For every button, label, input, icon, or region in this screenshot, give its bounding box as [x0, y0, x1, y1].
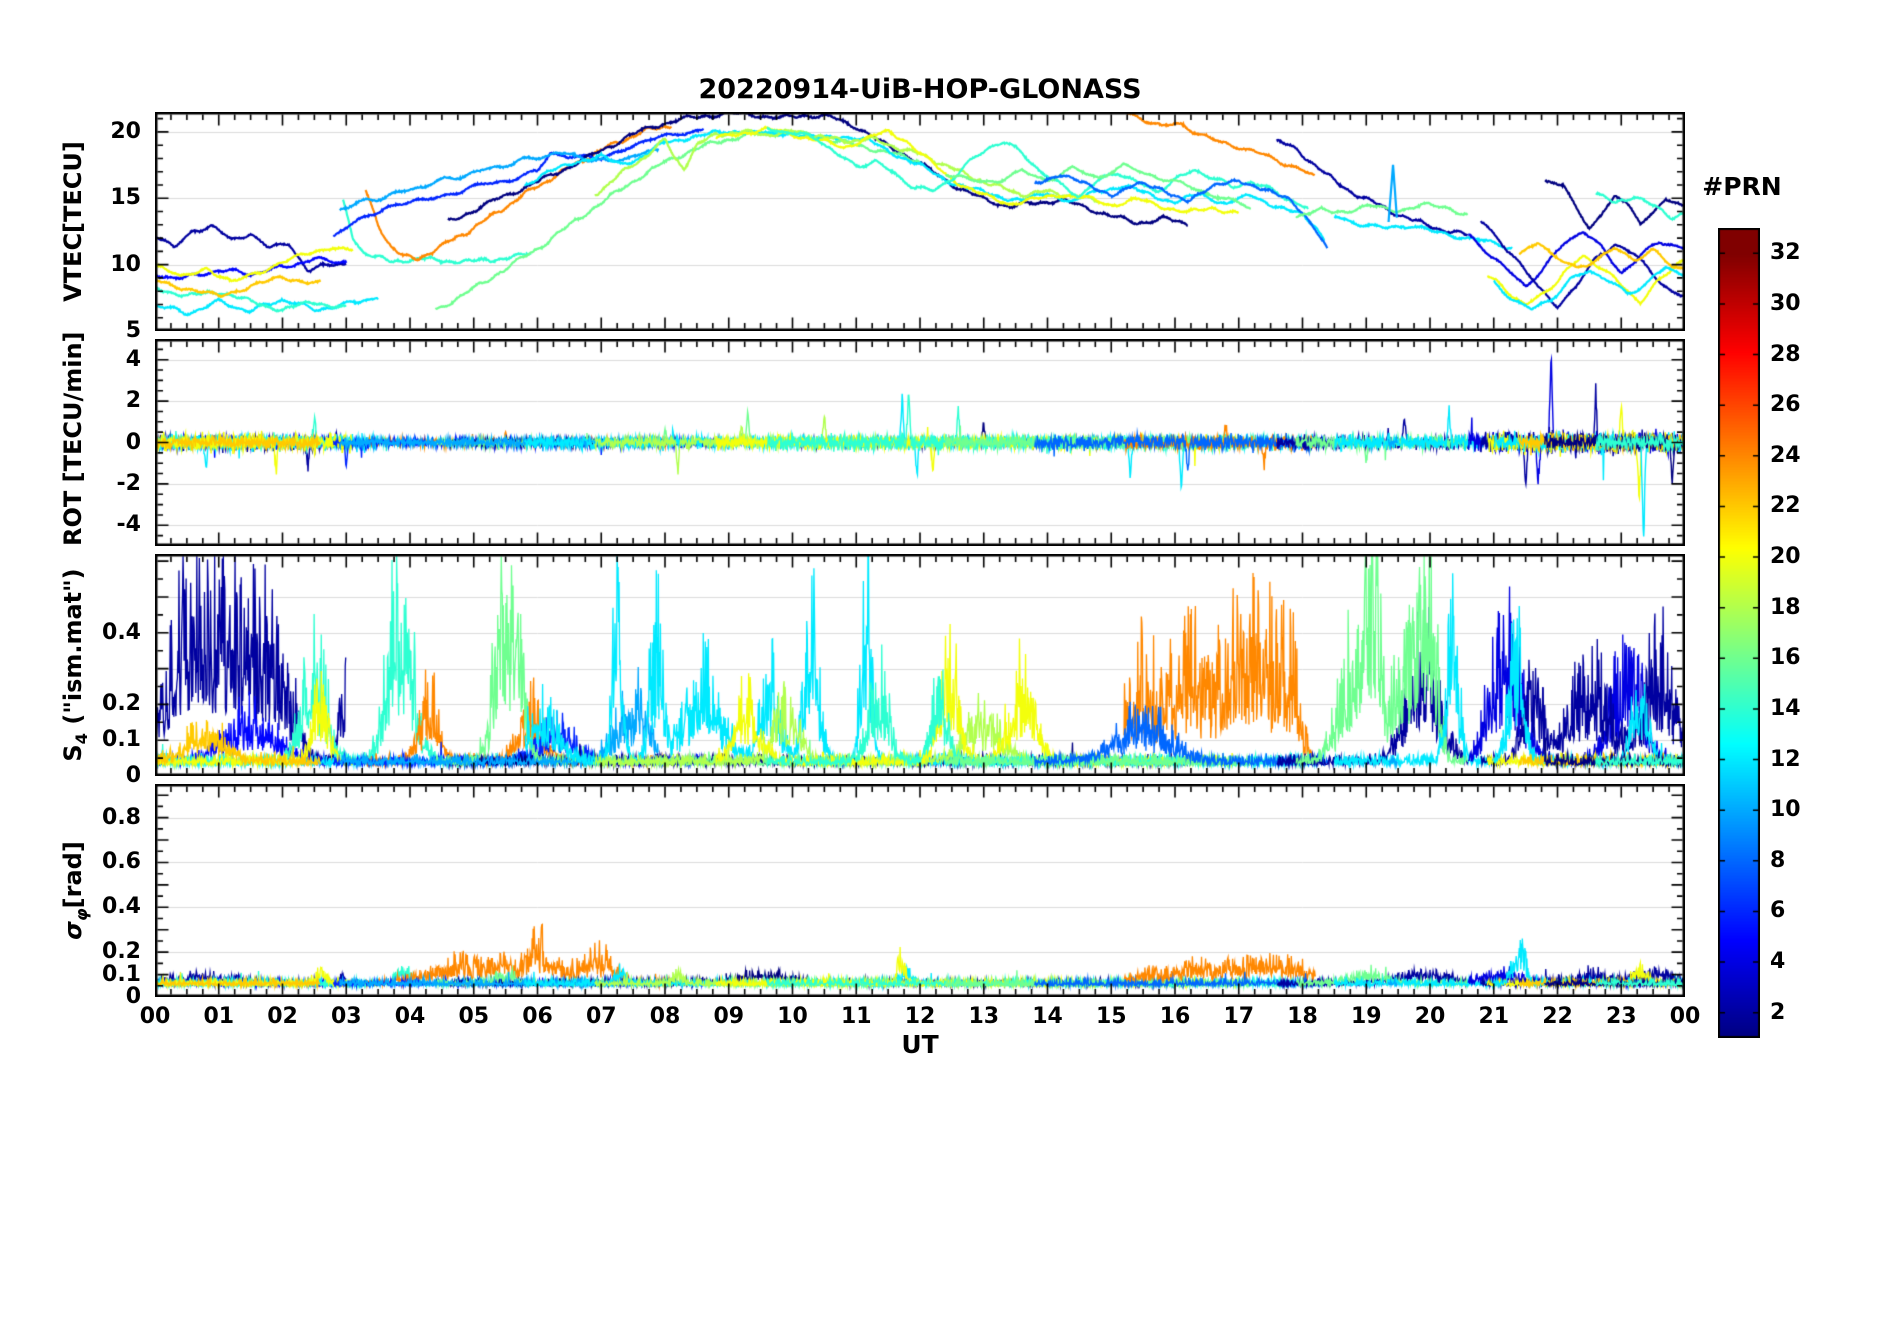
- x-tick-label: 13: [968, 1004, 1000, 1029]
- x-tick-label: 19: [1350, 1004, 1382, 1029]
- rot-axis-label: ROT [TECU/min]: [59, 331, 87, 546]
- colorbar-tick-label: 4: [1770, 949, 1786, 975]
- x-tick-label: 04: [394, 1004, 426, 1029]
- x-tick-label: 22: [1542, 1004, 1573, 1029]
- colorbar-tick-label: 16: [1770, 645, 1801, 671]
- y-tick-label: 0.2: [102, 939, 141, 965]
- colorbar-tick-label: 18: [1770, 594, 1801, 620]
- y-tick-label: 0: [125, 429, 141, 455]
- x-tick-label: 01: [203, 1004, 235, 1029]
- x-tick-label: 17: [1223, 1004, 1255, 1029]
- y-tick-label: 20: [110, 118, 141, 144]
- colorbar-tick-label: 30: [1770, 290, 1801, 316]
- x-tick-label: 23: [1605, 1004, 1637, 1029]
- x-tick-label: 12: [904, 1004, 936, 1029]
- x-tick-label: 11: [840, 1004, 872, 1029]
- x-tick-label: 00: [1669, 1004, 1701, 1029]
- x-axis-label: UT: [901, 1030, 939, 1059]
- vtec-plot: [155, 112, 1685, 331]
- y-tick-label: 0.1: [102, 727, 141, 753]
- y-tick-label: 0.4: [102, 894, 141, 920]
- colorbar-tick-label: 8: [1770, 847, 1786, 873]
- colorbar-tick-label: 24: [1770, 442, 1801, 468]
- colorbar-tick-label: 10: [1770, 797, 1801, 823]
- x-tick-label: 18: [1287, 1004, 1318, 1029]
- y-tick-label: 15: [110, 185, 141, 211]
- x-tick-label: 09: [713, 1004, 745, 1029]
- colorbar-tick-label: 22: [1770, 493, 1801, 519]
- colorbar-tick-label: 14: [1770, 695, 1801, 721]
- y-tick-label: 0.8: [102, 804, 141, 830]
- x-tick-label: 07: [585, 1004, 617, 1029]
- x-tick-label: 14: [1032, 1004, 1063, 1029]
- s4-plot: [155, 554, 1685, 776]
- prn-colorbar: [1718, 228, 1760, 1038]
- colorbar-tick-label: 6: [1770, 898, 1786, 924]
- y-tick-label: 0: [125, 763, 141, 788]
- colorbar-tick-label: 26: [1770, 392, 1801, 418]
- y-tick-label: 0.6: [102, 849, 141, 875]
- chart-title: 20220914-UiB-HOP-GLONASS: [698, 74, 1142, 105]
- colorbar-tick-label: 28: [1770, 341, 1801, 367]
- s4-axis-label: S4 ("ism.mat"): [59, 568, 91, 762]
- colorbar-tick-label: 2: [1770, 999, 1786, 1025]
- rot-plot: [155, 339, 1685, 546]
- colorbar-title: #PRN: [1702, 172, 1782, 201]
- y-tick-label: 0.2: [102, 691, 141, 717]
- colorbar-tick-label: 12: [1770, 746, 1801, 772]
- x-tick-label: 16: [1159, 1004, 1191, 1029]
- y-tick-label: 4: [125, 346, 141, 372]
- x-tick-label: 03: [330, 1004, 362, 1029]
- x-tick-label: 02: [267, 1004, 298, 1029]
- y-tick-label: 10: [110, 251, 141, 277]
- x-tick-label: 20: [1414, 1004, 1446, 1029]
- vtec-axis-label: VTEC[TECU]: [59, 141, 87, 302]
- sigma-phi-axis-label: σφ[rad]: [59, 841, 91, 940]
- y-tick-label: 0.1: [102, 961, 141, 987]
- y-tick-label: 0: [125, 984, 141, 1009]
- y-tick-label: -2: [116, 470, 141, 496]
- colorbar-tick-label: 20: [1770, 544, 1801, 570]
- x-tick-label: 00: [139, 1004, 171, 1029]
- y-tick-label: 2: [125, 388, 141, 414]
- x-tick-label: 15: [1095, 1004, 1127, 1029]
- sigma-phi-plot: [155, 784, 1685, 997]
- colorbar-tick-label: 32: [1770, 240, 1801, 266]
- x-tick-label: 05: [458, 1004, 490, 1029]
- x-tick-label: 08: [649, 1004, 681, 1029]
- x-tick-label: 21: [1478, 1004, 1510, 1029]
- x-tick-label: 10: [777, 1004, 808, 1029]
- y-tick-label: 5: [125, 318, 141, 343]
- y-tick-label: -4: [116, 512, 141, 538]
- y-tick-label: 0.4: [102, 619, 141, 645]
- x-tick-label: 06: [522, 1004, 553, 1029]
